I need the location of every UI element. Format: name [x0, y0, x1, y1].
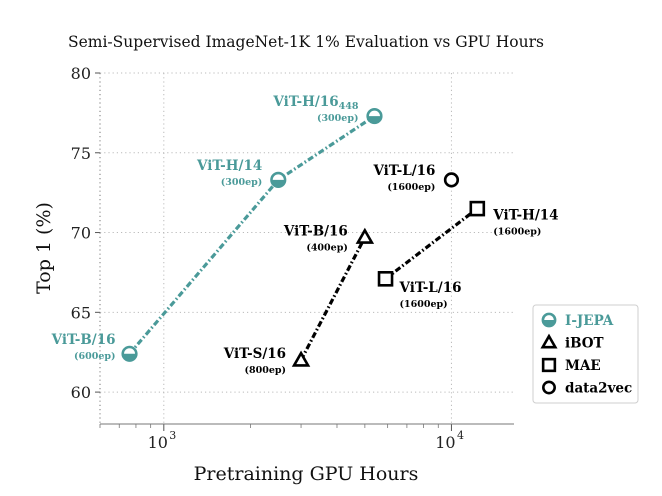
ibot-point	[291, 350, 311, 367]
y-tick-label: 65	[71, 303, 91, 322]
point-sublabel: (1600ep)	[387, 182, 435, 193]
legend-label: iBOT	[565, 336, 604, 352]
legend-marker	[540, 333, 558, 349]
legend-item: I-JEPA	[541, 312, 614, 329]
ibot-point	[355, 227, 375, 244]
chart-title: Semi-Supervised ImageNet-1K 1% Evaluatio…	[68, 33, 544, 51]
y-tick-label: 70	[71, 224, 91, 243]
mae-point	[469, 200, 486, 217]
point-sublabel: (600ep)	[74, 351, 116, 362]
y-tick-label: 75	[71, 144, 91, 163]
legend: I-JEPA iBOT MAE data2vec	[532, 304, 639, 404]
x-tick-label: 10	[148, 433, 168, 452]
point-label: ViT-L/16	[399, 280, 462, 296]
x-tick-label-exponent: 3	[169, 429, 176, 442]
y-tick-label: 80	[71, 64, 91, 83]
point-sublabel: (1600ep)	[493, 227, 541, 238]
legend-label: I-JEPA	[565, 313, 614, 329]
x-tick-label-exponent: 4	[457, 429, 464, 442]
legend-marker	[541, 357, 557, 373]
legend-box	[532, 304, 639, 404]
data-series	[121, 107, 486, 367]
point-labels: ViT-B/16(600ep)ViT-H/14(300ep)ViT-H/1644…	[51, 94, 559, 376]
i-jepa-point	[270, 171, 287, 188]
point-label: ViT-H/16448	[272, 94, 358, 112]
point-sublabel: (400ep)	[306, 242, 348, 253]
legend-marker	[542, 380, 556, 395]
point-label: ViT-B/16	[51, 332, 116, 348]
point-sublabel: (300ep)	[317, 113, 359, 124]
legend-marker	[541, 312, 557, 328]
point-label: ViT-L/16	[372, 163, 435, 179]
point-label: ViT-H/14	[196, 158, 262, 174]
data2vec-series	[443, 172, 460, 188]
data2vec-point	[443, 172, 460, 188]
legend-label: data2vec	[565, 381, 632, 397]
i-jepa-point	[121, 345, 138, 362]
i-jepa-point	[366, 107, 383, 125]
ibot-series	[291, 227, 375, 367]
point-label: ViT-S/16	[223, 346, 286, 362]
y-tick-label: 60	[71, 383, 91, 402]
point-sublabel: (1600ep)	[400, 299, 448, 310]
point-label: ViT-B/16	[283, 223, 348, 239]
legend-item: MAE	[541, 357, 601, 374]
point-sublabel: (300ep)	[221, 177, 263, 188]
y-axis-label: Top 1 (%)	[33, 202, 55, 294]
grid	[100, 72, 514, 424]
x-axis-label: Pretraining GPU Hours	[194, 463, 419, 485]
x-tick-label: 10	[435, 433, 455, 452]
legend-item: data2vec	[542, 380, 632, 397]
point-sublabel: (800ep)	[245, 365, 287, 376]
mae-point	[377, 271, 394, 287]
legend-item: iBOT	[540, 333, 604, 352]
mae-line	[384, 207, 479, 281]
mae-series	[377, 200, 486, 287]
ibot-line	[299, 236, 367, 361]
legend-label: MAE	[565, 358, 601, 374]
i-jepa-series	[121, 107, 383, 362]
point-label: ViT-H/14	[492, 208, 558, 224]
